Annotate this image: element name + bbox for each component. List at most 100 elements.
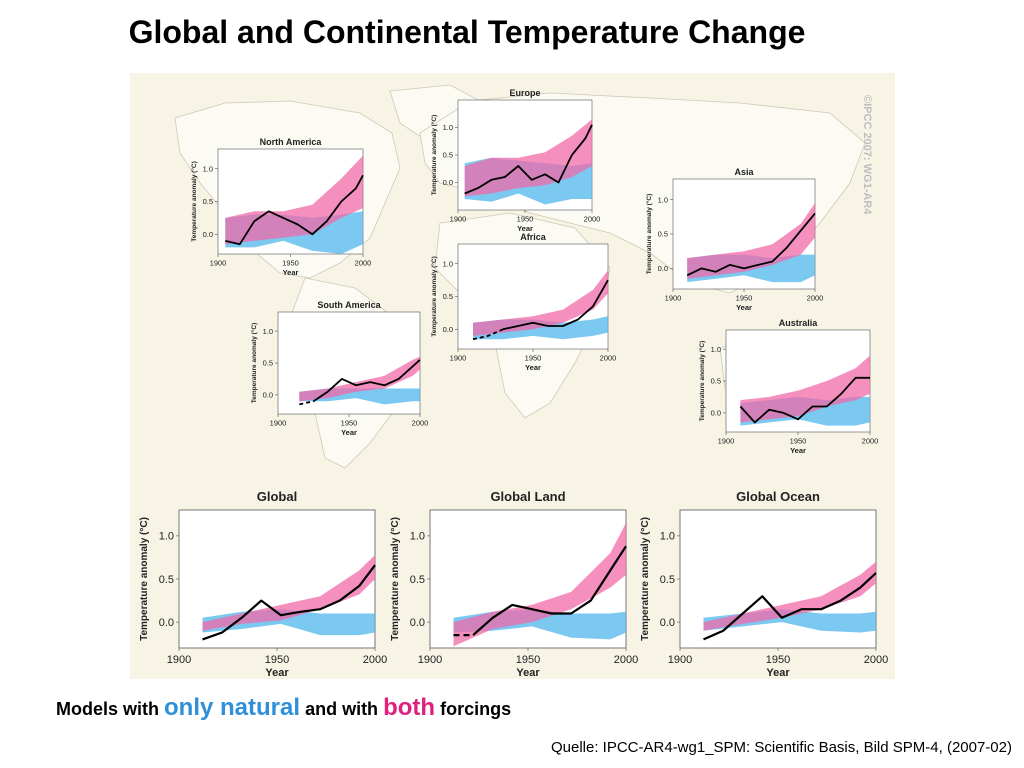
global-ocean-xtick-label: 1950: [766, 654, 790, 666]
australia-xtick-label: 1900: [718, 437, 735, 446]
north-america-xtick-label: 1900: [210, 259, 227, 268]
global-both-band: [202, 554, 375, 631]
global-ocean-ylabel: Temperature anomaly (°C): [640, 517, 651, 641]
europe-title: Europe: [509, 88, 540, 98]
south-america-ylabel: Temperature anomaly (°C): [250, 323, 258, 404]
asia-ytick-label: 1.0: [658, 195, 668, 204]
europe-ytick-label: 1.0: [443, 123, 453, 132]
africa-xtick-label: 1900: [450, 354, 467, 363]
south-america-xtick-label: 2000: [412, 419, 429, 428]
source-citation: Quelle: IPCC-AR4-wg1_SPM: Scientific Bas…: [550, 739, 1012, 756]
asia-both-band: [687, 203, 815, 279]
global-ocean-title: Global Ocean: [736, 489, 820, 504]
south-america-ytick-label: 0.0: [263, 391, 273, 400]
africa-ylabel: Temperature anomaly (°C): [430, 256, 438, 337]
africa-both-band: [473, 270, 608, 336]
europe-ytick-label: 0.0: [443, 178, 453, 187]
caption-both-label: both: [383, 694, 436, 721]
australia-title: Australia: [779, 318, 819, 328]
australia-ylabel: Temperature anomaly (°C): [698, 341, 706, 422]
asia-ytick-label: 0.0: [658, 264, 668, 273]
caption-part1: Models with: [56, 699, 159, 719]
asia-xlabel: Year: [736, 303, 752, 312]
north-america-ytick-label: 1.0: [203, 164, 213, 173]
south-america-chart: South America 0.0 0.5 1.0 1900 1950 2000 Year Te…: [250, 300, 428, 437]
north-america-xtick-label: 2000: [355, 259, 372, 268]
south-america-xtick-label: 1950: [341, 419, 358, 428]
global-xtick-label: 1900: [167, 654, 191, 666]
north-america-title: North America: [260, 137, 323, 147]
global-land-xtick-label: 1950: [516, 654, 540, 666]
europe-xtick-label: 2000: [584, 215, 601, 224]
australia-xlabel: Year: [790, 446, 806, 455]
caption: Models with only natural and with both f…: [56, 694, 511, 722]
north-america-ylabel: Temperature anomaly (°C): [190, 161, 198, 242]
australia-xtick-label: 1950: [790, 437, 807, 446]
australia-ytick-label: 0.5: [711, 377, 721, 386]
global-land-ytick-label: 0.0: [410, 617, 425, 629]
caption-part2: and with: [305, 699, 379, 719]
north-america-ytick-label: 0.0: [203, 230, 213, 239]
asia-xtick-label: 1900: [665, 294, 682, 303]
global-ocean-xtick-label: 2000: [864, 654, 888, 666]
north-america-both-band: [225, 155, 363, 245]
africa-title: Africa: [520, 232, 547, 242]
north-america-xtick-label: 1950: [282, 259, 299, 268]
asia-chart: Asia 0.0 0.5 1.0 1900 1950 2000 Year Temperature…: [645, 167, 823, 312]
australia-both-band: [740, 355, 870, 423]
south-america-xtick-label: 1900: [270, 419, 287, 428]
global-ytick-label: 1.0: [159, 531, 174, 543]
global-land-title: Global Land: [490, 489, 565, 504]
africa-ytick-label: 0.5: [443, 292, 453, 301]
australia-chart: Australia 0.0 0.5 1.0 1900 1950 2000 Year Temper…: [698, 318, 878, 455]
south-america-xlabel: Year: [341, 428, 357, 437]
global-ocean-ytick-label: 0.5: [660, 574, 675, 586]
europe-ylabel: Temperature anomaly (°C): [430, 115, 438, 196]
europe-observed-line: [464, 124, 593, 195]
africa-xlabel: Year: [525, 363, 541, 372]
australia-observed-line: [739, 376, 870, 424]
global-ocean-both-band: [703, 561, 876, 631]
asia-xtick-label: 2000: [807, 294, 824, 303]
africa-chart: Africa 0.0 0.5 1.0 1900 1950 2000 Year Temperatu…: [430, 232, 616, 372]
global-ocean-ytick-label: 1.0: [660, 531, 675, 543]
europe-chart: Europe 0.0 0.5 1.0 1900 1950 2000 Year Temperatu…: [430, 88, 600, 233]
figure-svg: North America 0.0 0.5 1.0 1900 1950 2000 Year Te…: [139, 84, 888, 679]
copyright-label: ©IPCC 2007: WG1-AR4: [861, 95, 873, 215]
global-chart: Global 0.0 0.5 1.0 1900 1950 2000 Year Temperatu…: [139, 489, 387, 679]
europe-xtick-label: 1950: [517, 215, 534, 224]
asia-xtick-label: 1950: [736, 294, 753, 303]
global-ytick-label: 0.5: [159, 574, 174, 586]
global-land-observed-line: [472, 545, 627, 636]
europe-xlabel: Year: [517, 224, 533, 233]
africa-ytick-label: 0.0: [443, 325, 453, 334]
africa-observed-dashed-line: [472, 328, 504, 341]
global-land-ylabel: Temperature anomaly (°C): [390, 517, 401, 641]
australia-ytick-label: 1.0: [711, 345, 721, 354]
south-america-observed-line: [312, 359, 421, 403]
asia-title: Asia: [734, 167, 754, 177]
global-land-ytick-label: 1.0: [410, 531, 425, 543]
europe-xtick-label: 1900: [450, 215, 467, 224]
south-america-ytick-label: 1.0: [263, 327, 273, 336]
global-ocean-xtick-label: 1900: [668, 654, 692, 666]
north-america-observed-line: [225, 174, 364, 246]
africa-ytick-label: 1.0: [443, 259, 453, 268]
figure-panel: North America 0.0 0.5 1.0 1900 1950 2000 Year Te…: [130, 73, 895, 679]
global-land-chart: Global Land 0.0 0.5 1.0 1900 1950 2000 Year Temp…: [390, 489, 638, 679]
global-ocean-ytick-label: 0.0: [660, 617, 675, 629]
global-observed-line: [202, 564, 376, 641]
australia-ytick-label: 0.0: [711, 409, 721, 418]
caption-part3: forcings: [440, 699, 512, 719]
global-land-ytick-label: 0.5: [410, 574, 425, 586]
global-ytick-label: 0.0: [159, 617, 174, 629]
africa-observed-line: [502, 279, 609, 331]
asia-ytick-label: 0.5: [658, 230, 668, 239]
africa-xtick-label: 1950: [525, 354, 542, 363]
australia-xtick-label: 2000: [862, 437, 879, 446]
charts-layer: North America 0.0 0.5 1.0 1900 1950 2000 Year Te…: [139, 88, 888, 679]
global-ocean-observed-line: [703, 572, 877, 641]
global-title: Global: [257, 489, 297, 504]
caption-natural-label: only natural: [164, 694, 301, 721]
global-land-xtick-label: 2000: [614, 654, 638, 666]
